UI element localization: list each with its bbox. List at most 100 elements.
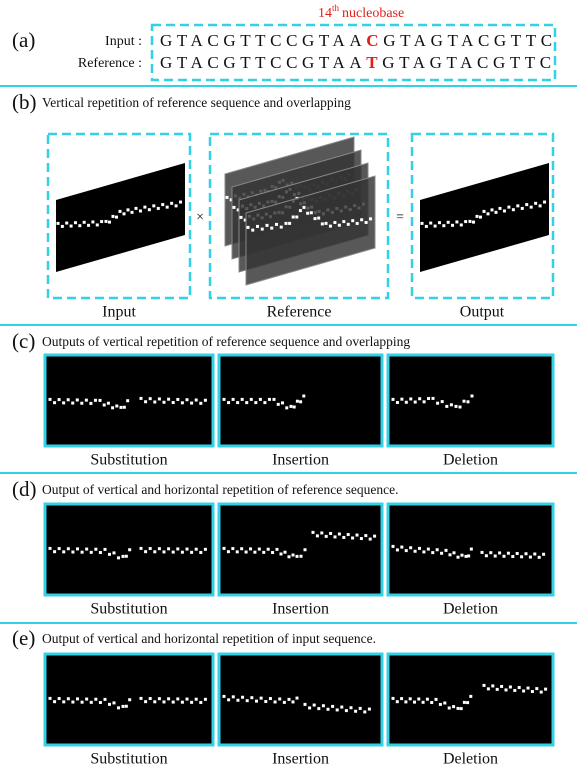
dot — [94, 548, 97, 551]
dot — [507, 552, 510, 555]
dot — [321, 222, 324, 225]
dot — [76, 398, 79, 401]
dot — [280, 226, 283, 229]
dot — [481, 551, 484, 554]
dot — [170, 202, 173, 205]
dot — [67, 547, 70, 550]
dot — [273, 398, 276, 401]
dot — [292, 700, 295, 703]
dot — [308, 706, 311, 709]
dot — [285, 222, 288, 225]
dot — [245, 551, 248, 554]
dot — [329, 532, 332, 535]
dot — [172, 551, 175, 554]
dot — [316, 534, 319, 537]
dot — [432, 397, 435, 400]
dot — [270, 227, 273, 230]
figure: (a) 14thnucleobase Input : GTACGTTCCGTAA… — [0, 0, 577, 770]
dot — [232, 398, 235, 401]
panel-b-images — [56, 137, 549, 285]
dot — [190, 402, 193, 405]
dot — [119, 210, 122, 213]
dot — [274, 700, 277, 703]
dot — [58, 697, 61, 700]
image-plane — [56, 163, 185, 272]
dot — [296, 555, 299, 558]
panel-label: (b) — [12, 90, 37, 114]
dot — [181, 551, 184, 554]
dot — [181, 401, 184, 404]
dot — [295, 216, 298, 219]
dot — [368, 708, 371, 711]
dot — [417, 698, 420, 701]
dot — [172, 701, 175, 704]
dot — [418, 397, 421, 400]
dot — [521, 207, 524, 210]
dot — [108, 703, 111, 706]
dot — [359, 707, 362, 710]
dot — [226, 196, 229, 199]
dot — [179, 201, 182, 204]
dot — [369, 538, 372, 541]
dot — [71, 551, 74, 554]
annotation-suffix: th — [332, 3, 340, 13]
dot — [440, 552, 443, 555]
dot — [461, 554, 464, 557]
dot — [292, 554, 295, 557]
dot — [499, 207, 502, 210]
dot — [246, 699, 249, 702]
dot — [303, 206, 306, 209]
dot — [127, 208, 130, 211]
dot — [103, 404, 106, 407]
sequence: GTACGTTCCGTAACGTAGTACGTTC — [160, 31, 557, 50]
dot — [436, 548, 439, 551]
dot — [423, 400, 426, 403]
dot — [460, 707, 463, 710]
sequence-part: GTAGTACGTTC — [383, 31, 556, 50]
dot — [223, 695, 226, 698]
panel-label: (e) — [12, 626, 35, 650]
dot — [476, 215, 479, 218]
dot — [334, 535, 337, 538]
dot — [49, 697, 52, 700]
dot — [126, 399, 129, 402]
caption: Substitution — [90, 452, 167, 469]
dot — [253, 551, 256, 554]
dot — [288, 555, 291, 558]
dot — [81, 551, 84, 554]
dot — [489, 551, 492, 554]
dot — [457, 556, 460, 559]
dot — [405, 549, 408, 552]
dot — [467, 400, 470, 403]
dot — [108, 553, 111, 556]
dot — [250, 696, 253, 699]
dot — [483, 684, 486, 687]
dot — [167, 697, 170, 700]
result-rows: (c)Outputs of vertical repetition of ref… — [12, 329, 553, 768]
dot — [199, 701, 202, 704]
caption: Insertion — [272, 601, 329, 618]
dot — [204, 548, 207, 551]
dot — [471, 395, 474, 398]
dot — [123, 212, 126, 215]
dot — [157, 207, 160, 210]
operator: × — [196, 209, 204, 224]
dot — [131, 211, 134, 214]
dot — [338, 224, 341, 227]
dot — [329, 225, 332, 228]
dot — [117, 706, 120, 709]
dot — [409, 546, 412, 549]
dot — [530, 206, 533, 209]
dot — [310, 211, 313, 214]
dot — [516, 552, 519, 555]
dot — [447, 221, 450, 224]
dot — [152, 204, 155, 207]
dot — [96, 223, 99, 226]
dot — [491, 208, 494, 211]
dot — [336, 708, 339, 711]
dot — [223, 547, 226, 550]
dot — [83, 221, 86, 224]
dot — [128, 548, 131, 551]
dot — [516, 204, 519, 207]
dot — [312, 531, 315, 534]
